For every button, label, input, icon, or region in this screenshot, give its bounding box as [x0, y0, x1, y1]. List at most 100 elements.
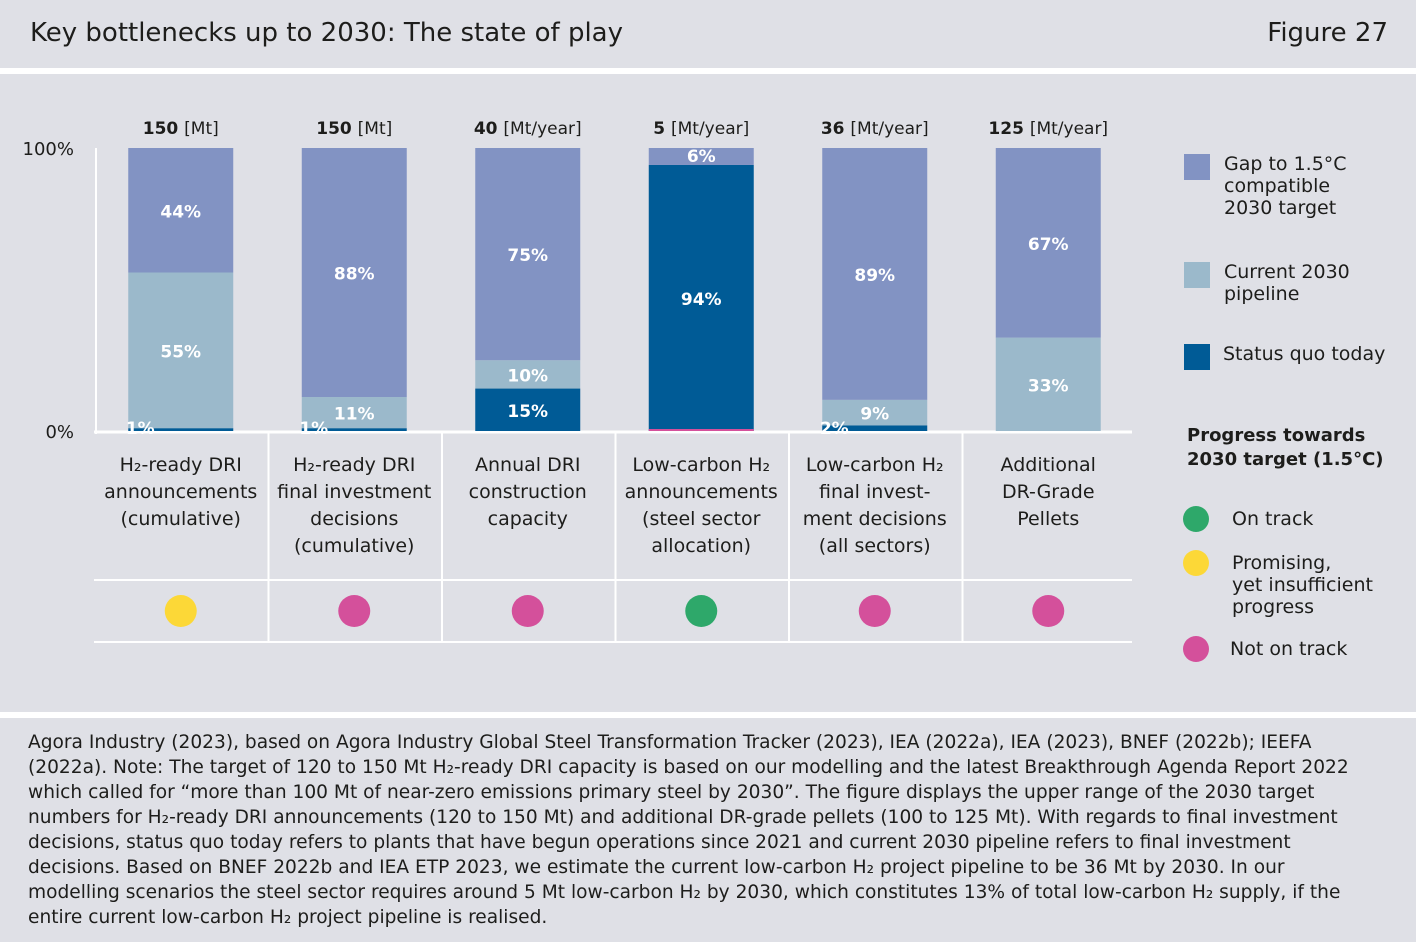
bar-base-marker: [648, 429, 754, 431]
legend-label: yet insufficient: [1232, 574, 1373, 596]
bar-total-label: 36 [Mt/year]: [821, 119, 929, 139]
data-label: 1%: [299, 419, 328, 439]
category-label: allocation): [651, 535, 751, 557]
bar-total-value: 125: [988, 119, 1029, 139]
legend-label: Not on track: [1230, 638, 1348, 660]
category-label: Low-carbon H₂: [806, 454, 944, 476]
source-note-line: numbers for H₂-ready DRI announcements (…: [28, 807, 1338, 828]
legend-label: On track: [1232, 508, 1314, 530]
data-label: 9%: [860, 405, 889, 425]
category-label: announcements: [104, 481, 257, 503]
category-label: H₂-ready DRI: [120, 454, 242, 476]
bar-total-unit: [Mt]: [358, 119, 393, 139]
source-note-line: Agora Industry (2023), based on Agora In…: [28, 732, 1312, 753]
bar-total-label: 40 [Mt/year]: [474, 119, 582, 139]
category-label: final invest-: [819, 481, 930, 503]
category-label: decisions: [310, 508, 398, 530]
data-label: 55%: [160, 342, 201, 362]
page-title: Key bottlenecks up to 2030: The state of…: [30, 18, 623, 48]
category-label: (cumulative): [294, 535, 414, 557]
category-label: H₂-ready DRI: [293, 454, 415, 476]
category-label: (all sectors): [819, 535, 931, 557]
progress-dot-not_on_track: [1032, 595, 1065, 627]
header: Key bottlenecks up to 2030: The state of…: [0, 0, 1416, 68]
source-note-line: (2022a). Note: The target of 120 to 150 …: [28, 757, 1349, 778]
bar-segment-status_quo: [648, 164, 754, 431]
data-label: 1%: [126, 419, 155, 439]
bar-segment-status_quo: [475, 388, 581, 431]
source-note-line: which called for “more than 100 Mt of ne…: [28, 782, 1315, 803]
progress-dot-on_track: [685, 595, 718, 627]
progress-legend-title: 2030 target (1.5°C): [1187, 449, 1384, 470]
source-note-line: modelling scenarios the steel sector req…: [28, 882, 1341, 903]
progress-dot-not_on_track: [511, 595, 544, 627]
category-label: Pellets: [1017, 508, 1079, 530]
data-label: 44%: [160, 202, 201, 222]
source-note: Agora Industry (2023), based on Agora In…: [28, 730, 1388, 930]
data-label: 15%: [507, 402, 548, 422]
bar-segment-pipeline: [301, 397, 407, 429]
legend-label: pipeline: [1224, 283, 1300, 305]
category-label: announcements: [625, 481, 778, 503]
bar-segment-gap: [301, 148, 407, 398]
bar-segment-pipeline: [995, 337, 1101, 431]
data-label: 33%: [1028, 376, 1069, 396]
bar-total-value: 150: [316, 119, 357, 139]
data-label: 75%: [507, 246, 548, 266]
bar-total-label: 125 [Mt/year]: [988, 119, 1108, 139]
bar-total-value: 150: [143, 119, 184, 139]
data-label: 6%: [687, 147, 716, 167]
divider-bottom: [0, 712, 1416, 718]
category-label: ment decisions: [803, 508, 947, 530]
data-label: 88%: [334, 265, 375, 285]
source-note-line: decisions, status quo today refers to pl…: [28, 832, 1291, 853]
category-label: Additional: [1001, 454, 1096, 476]
bar-segment-pipeline: [475, 360, 581, 389]
bar-total-unit: [Mt]: [184, 119, 219, 139]
divider-top: [0, 68, 1416, 74]
data-label: 94%: [681, 290, 722, 310]
legend-swatch-gap: [1184, 154, 1210, 180]
bar-total-unit: [Mt/year]: [1030, 119, 1108, 139]
bar-segment-gap: [995, 148, 1101, 338]
legend-dot-not_on_track: [1183, 636, 1209, 662]
bar-total-value: 36: [821, 119, 851, 139]
legend-label: compatible: [1224, 175, 1331, 197]
legend-label: 2030 target: [1224, 197, 1337, 219]
legend-dot-promising: [1183, 550, 1209, 576]
bar-total-label: 5 [Mt/year]: [653, 119, 749, 139]
bar-total-value: 40: [474, 119, 504, 139]
bar-total-value: 5: [653, 119, 671, 139]
category-label: capacity: [488, 508, 568, 530]
category-label: final investment: [277, 481, 431, 503]
bar-total-label: 150 [Mt]: [316, 119, 392, 139]
y-tick-label: 100%: [23, 139, 74, 160]
legend-label: Status quo today: [1223, 343, 1386, 365]
y-tick-label: 0%: [45, 422, 74, 443]
legend-label: Current 2030: [1224, 261, 1350, 283]
source-note-line: decisions. Based on BNEF 2022b and IEA E…: [28, 857, 1285, 878]
legend-label: Promising,: [1232, 552, 1332, 574]
category-label: DR-Grade: [1002, 481, 1095, 503]
category-label: (cumulative): [121, 508, 241, 530]
bar-segment-gap: [128, 148, 234, 273]
bar-total-unit: [Mt/year]: [671, 119, 749, 139]
data-label: 89%: [854, 266, 895, 286]
figure-number: Figure 27: [1267, 18, 1388, 48]
data-label: 11%: [334, 405, 375, 425]
bar-segment-pipeline: [822, 399, 928, 426]
legend-swatch-pipeline: [1184, 262, 1210, 288]
bar-segment-status_quo: [822, 425, 928, 431]
bar-total-unit: [Mt/year]: [503, 119, 581, 139]
category-label: construction: [469, 481, 587, 503]
legend-swatch-status_quo: [1184, 344, 1210, 370]
progress-dot-promising: [164, 595, 197, 627]
legend-dot-on_track: [1183, 506, 1209, 532]
bar-total-unit: [Mt/year]: [850, 119, 928, 139]
legend-label: progress: [1232, 596, 1315, 618]
progress-legend-title: Progress towards: [1187, 425, 1366, 446]
category-label: Low-carbon H₂: [632, 454, 770, 476]
stacked-bar-chart: 100% 0% 1% 55% 44% 150 [Mt] H₂-ready DRI annou…: [23, 119, 1132, 643]
bar-segment-status_quo: [301, 428, 407, 431]
source-note-line: entire current low-carbon H₂ project pip…: [28, 907, 548, 928]
